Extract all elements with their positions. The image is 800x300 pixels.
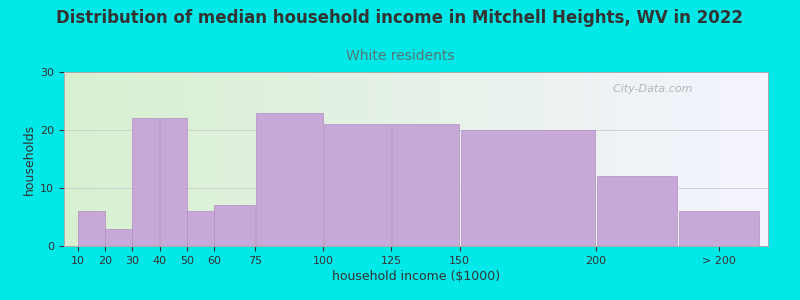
Bar — [461, 130, 594, 246]
Bar — [214, 206, 254, 246]
Bar — [187, 211, 214, 246]
Bar — [160, 118, 186, 246]
Bar — [133, 118, 159, 246]
Bar — [392, 124, 459, 246]
Bar — [597, 176, 677, 246]
Bar — [106, 229, 132, 246]
Text: Distribution of median household income in Mitchell Heights, WV in 2022: Distribution of median household income … — [57, 9, 743, 27]
Text: City-Data.com: City-Data.com — [606, 84, 693, 94]
X-axis label: household income ($1000): household income ($1000) — [332, 270, 500, 283]
Bar — [256, 112, 322, 246]
Bar — [678, 211, 759, 246]
Bar — [324, 124, 390, 246]
Y-axis label: households: households — [23, 123, 36, 195]
Text: White residents: White residents — [346, 50, 454, 64]
Bar — [78, 211, 105, 246]
